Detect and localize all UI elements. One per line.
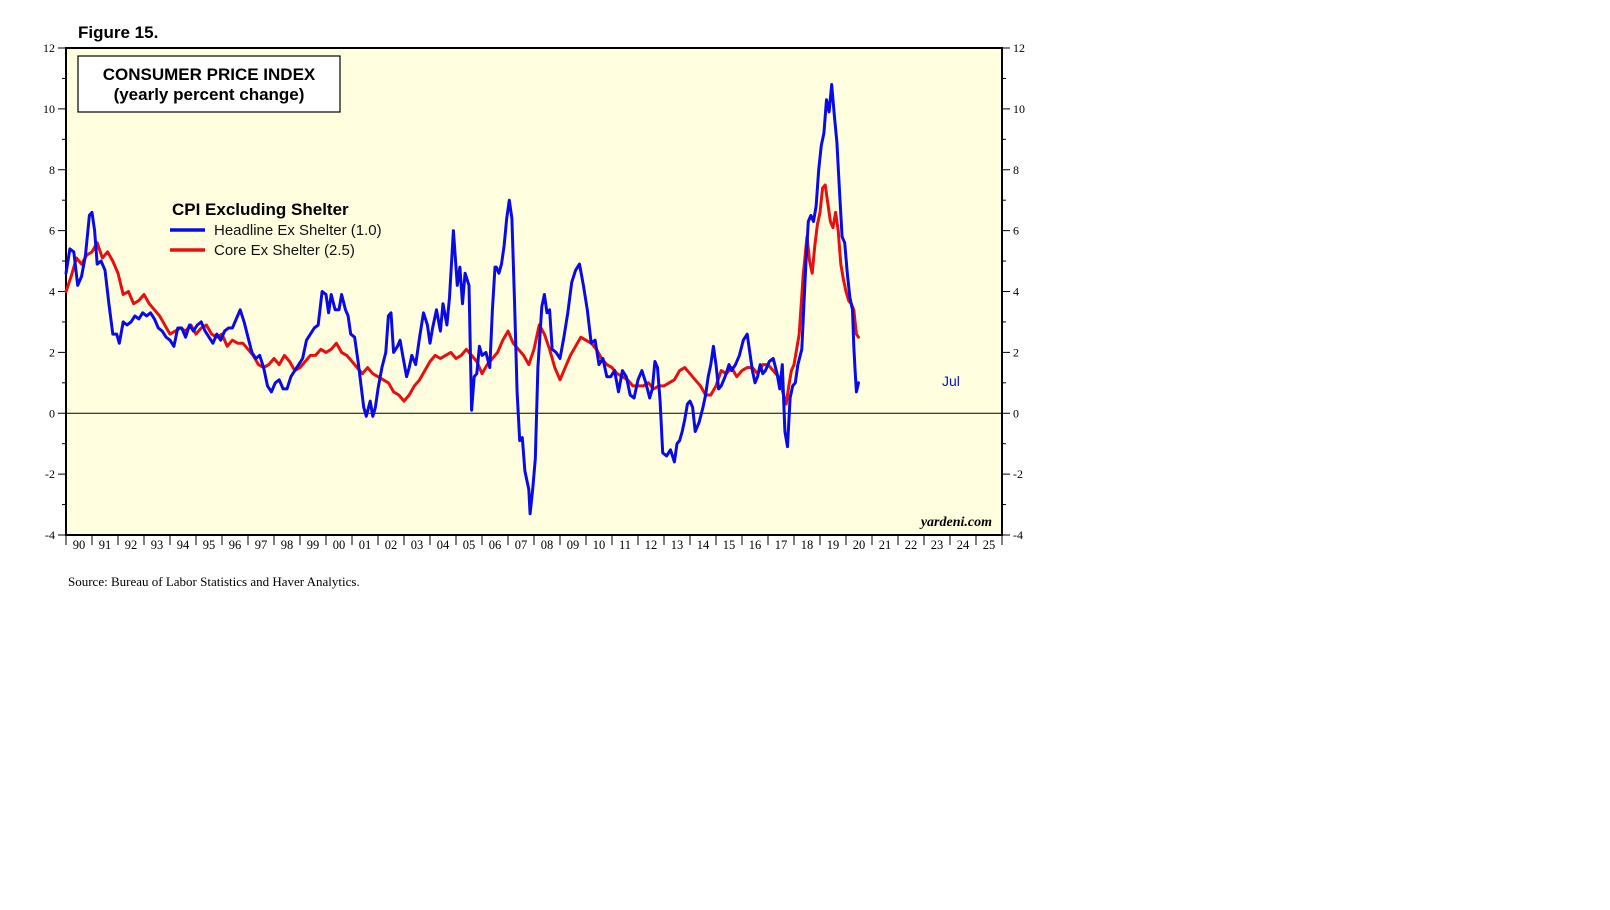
y-tick-label-left: -4 — [45, 528, 55, 542]
x-tick-label: 90 — [73, 538, 86, 552]
credit-label: yardeni.com — [919, 515, 992, 530]
y-tick-label-left: 8 — [49, 163, 55, 177]
chart-title: CONSUMER PRICE INDEX — [103, 65, 316, 84]
x-tick-label: 18 — [801, 538, 814, 552]
x-tick-label: 16 — [749, 538, 762, 552]
x-tick-label: 91 — [99, 538, 112, 552]
x-tick-label: 11 — [619, 538, 631, 552]
figure-label: Figure 15. — [78, 23, 158, 42]
x-tick-label: 09 — [567, 538, 580, 552]
x-tick-label: 06 — [489, 538, 502, 552]
x-tick-label: 24 — [957, 538, 970, 552]
chart-title-box: CONSUMER PRICE INDEX (yearly percent cha… — [77, 55, 341, 113]
y-tick-label-left: 0 — [49, 406, 55, 420]
x-tick-label: 21 — [879, 538, 892, 552]
x-axis: 90 91 92 93 94 95 96 97 98 99 00 01 02 03 04 05 06 07 08 09… — [65, 535, 1003, 552]
series-line-headline — [64, 83, 860, 516]
x-tick-label: 98 — [281, 538, 294, 552]
x-tick-label: 23 — [931, 538, 944, 552]
x-tick-label: 07 — [515, 538, 528, 552]
x-tick-label: 95 — [203, 538, 216, 552]
y-tick-label-left: 6 — [49, 224, 55, 238]
x-tick-label: 12 — [645, 538, 658, 552]
y-tick-label-right: 2 — [1013, 345, 1019, 359]
y-tick-label-right: 4 — [1013, 285, 1019, 299]
legend: CPI Excluding Shelter Headline Ex Shelte… — [170, 200, 382, 259]
x-tick-label: 93 — [151, 538, 164, 552]
y-tick-label-right: 10 — [1013, 102, 1025, 116]
x-tick-label: 92 — [125, 538, 138, 552]
x-tick-label: 15 — [723, 538, 736, 552]
x-tick-label: 02 — [385, 538, 398, 552]
y-tick-label-right: 6 — [1013, 224, 1019, 238]
y-tick-label-left: 4 — [49, 285, 55, 299]
x-tick-label: 10 — [593, 538, 606, 552]
x-tick-label: 04 — [437, 538, 450, 552]
x-tick-label: 99 — [307, 538, 320, 552]
legend-label-headline: Headline Ex Shelter (1.0) — [214, 222, 382, 239]
y-tick-label-right: 12 — [1013, 41, 1025, 55]
x-tick-label: 05 — [463, 538, 476, 552]
y-tick-label-left: 2 — [49, 345, 55, 359]
x-tick-label: 25 — [983, 538, 996, 552]
x-tick-label: 08 — [541, 538, 554, 552]
x-tick-label: 96 — [229, 538, 242, 552]
x-tick-label: 20 — [853, 538, 866, 552]
y-tick-label-right: -2 — [1013, 467, 1023, 481]
y-axis-left: -4 -2 0 2 4 6 8 10 12 — [43, 41, 66, 542]
x-tick-label: 22 — [905, 538, 918, 552]
x-tick-label: 94 — [177, 538, 190, 552]
end-label: Jul — [942, 373, 960, 389]
y-tick-label-left: 12 — [43, 41, 55, 55]
x-tick-label: 13 — [671, 538, 684, 552]
x-tick-label: 01 — [359, 538, 372, 552]
chart-subtitle: (yearly percent change) — [114, 85, 305, 104]
legend-label-core: Core Ex Shelter (2.5) — [214, 242, 355, 259]
x-tick-label: 03 — [411, 538, 424, 552]
x-tick-label: 19 — [827, 538, 840, 552]
y-tick-label-right: 0 — [1013, 406, 1019, 420]
y-tick-label-right: -4 — [1013, 528, 1023, 542]
x-tick-label: 00 — [333, 538, 346, 552]
x-tick-label: 97 — [255, 538, 268, 552]
legend-title: CPI Excluding Shelter — [172, 200, 349, 219]
y-tick-label-left: -2 — [45, 467, 55, 481]
y-axis-right: -4 -2 0 2 4 6 8 10 12 — [1002, 41, 1025, 542]
y-tick-label-left: 10 — [43, 102, 55, 116]
source-note: Source: Bureau of Labor Statistics and H… — [68, 574, 360, 589]
y-tick-label-right: 8 — [1013, 163, 1019, 177]
x-tick-label: 14 — [697, 538, 710, 552]
series-layer — [64, 83, 860, 516]
x-tick-label: 17 — [775, 538, 788, 552]
